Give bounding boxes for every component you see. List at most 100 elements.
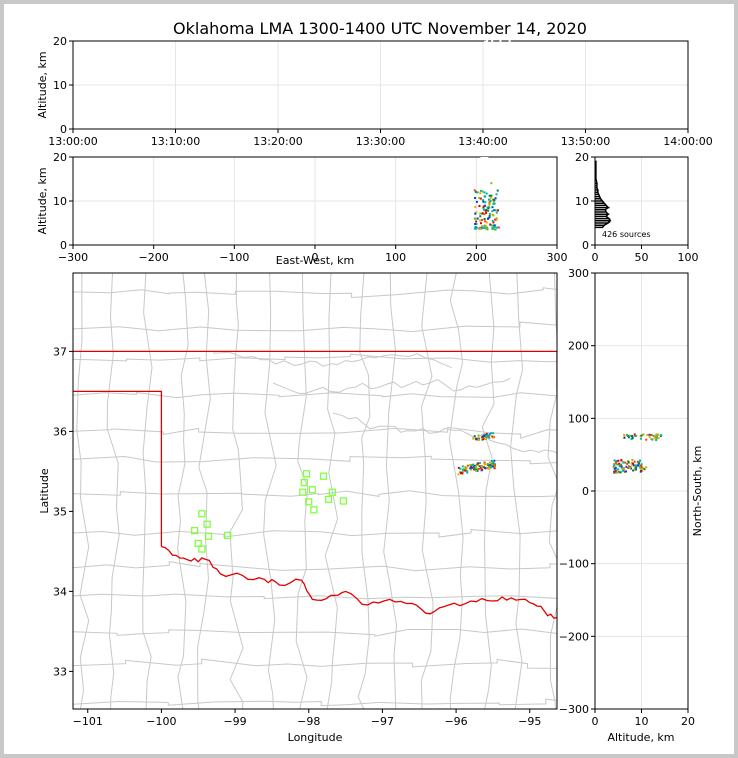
ew-altitude-ylabel: Altitude, km xyxy=(36,167,49,234)
ns-altitude-source xyxy=(618,465,621,468)
ns-altitude-ytick-label: 100 xyxy=(568,412,589,425)
ns-altitude-source xyxy=(651,438,654,441)
county-boundary xyxy=(73,287,557,299)
plan-view-source xyxy=(483,435,486,437)
ew-altitude-xtick-label: 100 xyxy=(385,251,406,264)
county-boundary xyxy=(383,273,398,709)
ns-altitude-source xyxy=(635,466,638,469)
county-boundary xyxy=(106,273,120,709)
ns-altitude-ytick-label: −300 xyxy=(559,703,589,716)
lma-station-marker xyxy=(308,486,317,494)
ns-altitude-source xyxy=(623,470,626,473)
ns-altitude-source xyxy=(640,464,643,467)
source-count-annotation: 426 sources xyxy=(602,230,651,239)
ew-altitude-source xyxy=(495,193,498,196)
ns-altitude-source xyxy=(624,470,627,473)
ew-altitude-source xyxy=(485,192,488,195)
plan-view-source xyxy=(480,467,483,470)
ns-altitude-source xyxy=(636,460,639,463)
plan-view-source xyxy=(491,435,494,438)
river-line xyxy=(272,377,511,394)
ns-altitude-source xyxy=(645,466,648,469)
plan-view-source xyxy=(480,436,483,439)
ew-altitude-source xyxy=(479,226,482,229)
plan-view-source xyxy=(490,466,492,469)
ew-altitude-source xyxy=(495,211,498,214)
ns-altitude-source xyxy=(614,469,617,472)
ew-altitude-source xyxy=(492,221,495,224)
plan-view-source xyxy=(476,462,479,465)
plan-view-source xyxy=(482,435,485,438)
ns-altitude-source xyxy=(613,470,616,473)
plan-view-source xyxy=(484,467,487,469)
ew-altitude-source xyxy=(482,205,485,208)
ew-altitude-source xyxy=(478,204,481,207)
county-boundary xyxy=(73,455,557,465)
ns-altitude-xlabel: Altitude, km xyxy=(607,731,674,744)
ns-altitude-source xyxy=(629,434,632,437)
ns-altitude-source xyxy=(619,471,622,474)
ew-altitude-source xyxy=(479,192,482,195)
ns-altitude-ytick-label: −100 xyxy=(559,558,589,571)
ns-altitude-source xyxy=(614,466,617,469)
ew-altitude-xtick-label: 200 xyxy=(466,251,487,264)
time-height-xtick-label: 13:20:00 xyxy=(253,135,302,148)
plan-view-source xyxy=(457,466,460,469)
lma-figure: Oklahoma LMA 1300-1400 UTC November 14, … xyxy=(36,19,713,744)
ew-altitude-source xyxy=(486,227,489,230)
ew-altitude-source xyxy=(482,200,485,203)
plan-view-source xyxy=(487,467,490,470)
ew-altitude-source xyxy=(488,201,491,204)
plan-view-ytick-label: 35 xyxy=(53,505,67,518)
ew-altitude-source xyxy=(494,209,497,212)
ns-altitude-source xyxy=(618,462,621,465)
plan-view-source xyxy=(485,432,488,435)
ew-altitude-source xyxy=(474,225,477,228)
ns-altitude-source xyxy=(652,434,655,437)
ns-altitude-source xyxy=(623,433,626,436)
plan-view-source xyxy=(493,467,496,470)
plan-view-source xyxy=(473,468,475,471)
lma-station-marker xyxy=(302,470,311,478)
histogram-ytick-label: 20 xyxy=(575,151,589,164)
ns-altitude-ytick-label: −200 xyxy=(559,630,589,643)
ew-altitude-source xyxy=(485,226,488,229)
plan-view-source xyxy=(493,464,496,467)
plan-view-source xyxy=(486,434,489,437)
ew-altitude-source xyxy=(481,225,484,228)
plan-view-source xyxy=(477,434,480,437)
plan-view-source xyxy=(461,471,464,474)
plan-view-xtick-label: −97 xyxy=(371,715,394,728)
ns-altitude-source xyxy=(632,464,635,467)
plan-view-source xyxy=(488,466,491,469)
plan-view-source xyxy=(476,463,479,466)
ns-altitude-source xyxy=(617,470,620,473)
ns-altitude-source xyxy=(639,437,642,440)
ns-altitude-source xyxy=(616,460,619,463)
ew-altitude-source xyxy=(491,227,494,230)
ns-altitude-source xyxy=(655,439,658,442)
plan-view-source xyxy=(486,463,489,466)
plan-view-ytick-label: 36 xyxy=(53,425,67,438)
ew-altitude-source xyxy=(497,226,500,229)
plan-view-source xyxy=(471,463,474,466)
time-height-xtick-label: 13:50:00 xyxy=(561,135,610,148)
lma-station-marker xyxy=(328,488,336,496)
ew-altitude-source xyxy=(495,217,498,220)
county-boundary xyxy=(324,273,339,709)
ew-altitude-source xyxy=(489,223,492,226)
histogram-xtick-label: 50 xyxy=(635,251,649,264)
river-line xyxy=(212,351,452,369)
ns-altitude-source xyxy=(613,459,616,462)
ns-altitude-source xyxy=(631,435,634,438)
ew-altitude-source xyxy=(493,226,496,229)
plan-view-source xyxy=(483,461,486,464)
ns-altitude-source xyxy=(627,461,630,464)
ns-altitude-source xyxy=(634,468,637,471)
county-boundary xyxy=(76,273,90,709)
ew-altitude-source xyxy=(490,194,493,197)
ns-altitude-source xyxy=(613,471,616,474)
plan-view-source xyxy=(465,467,468,470)
plan-view-source xyxy=(466,471,469,474)
ns-altitude-source xyxy=(635,434,638,437)
